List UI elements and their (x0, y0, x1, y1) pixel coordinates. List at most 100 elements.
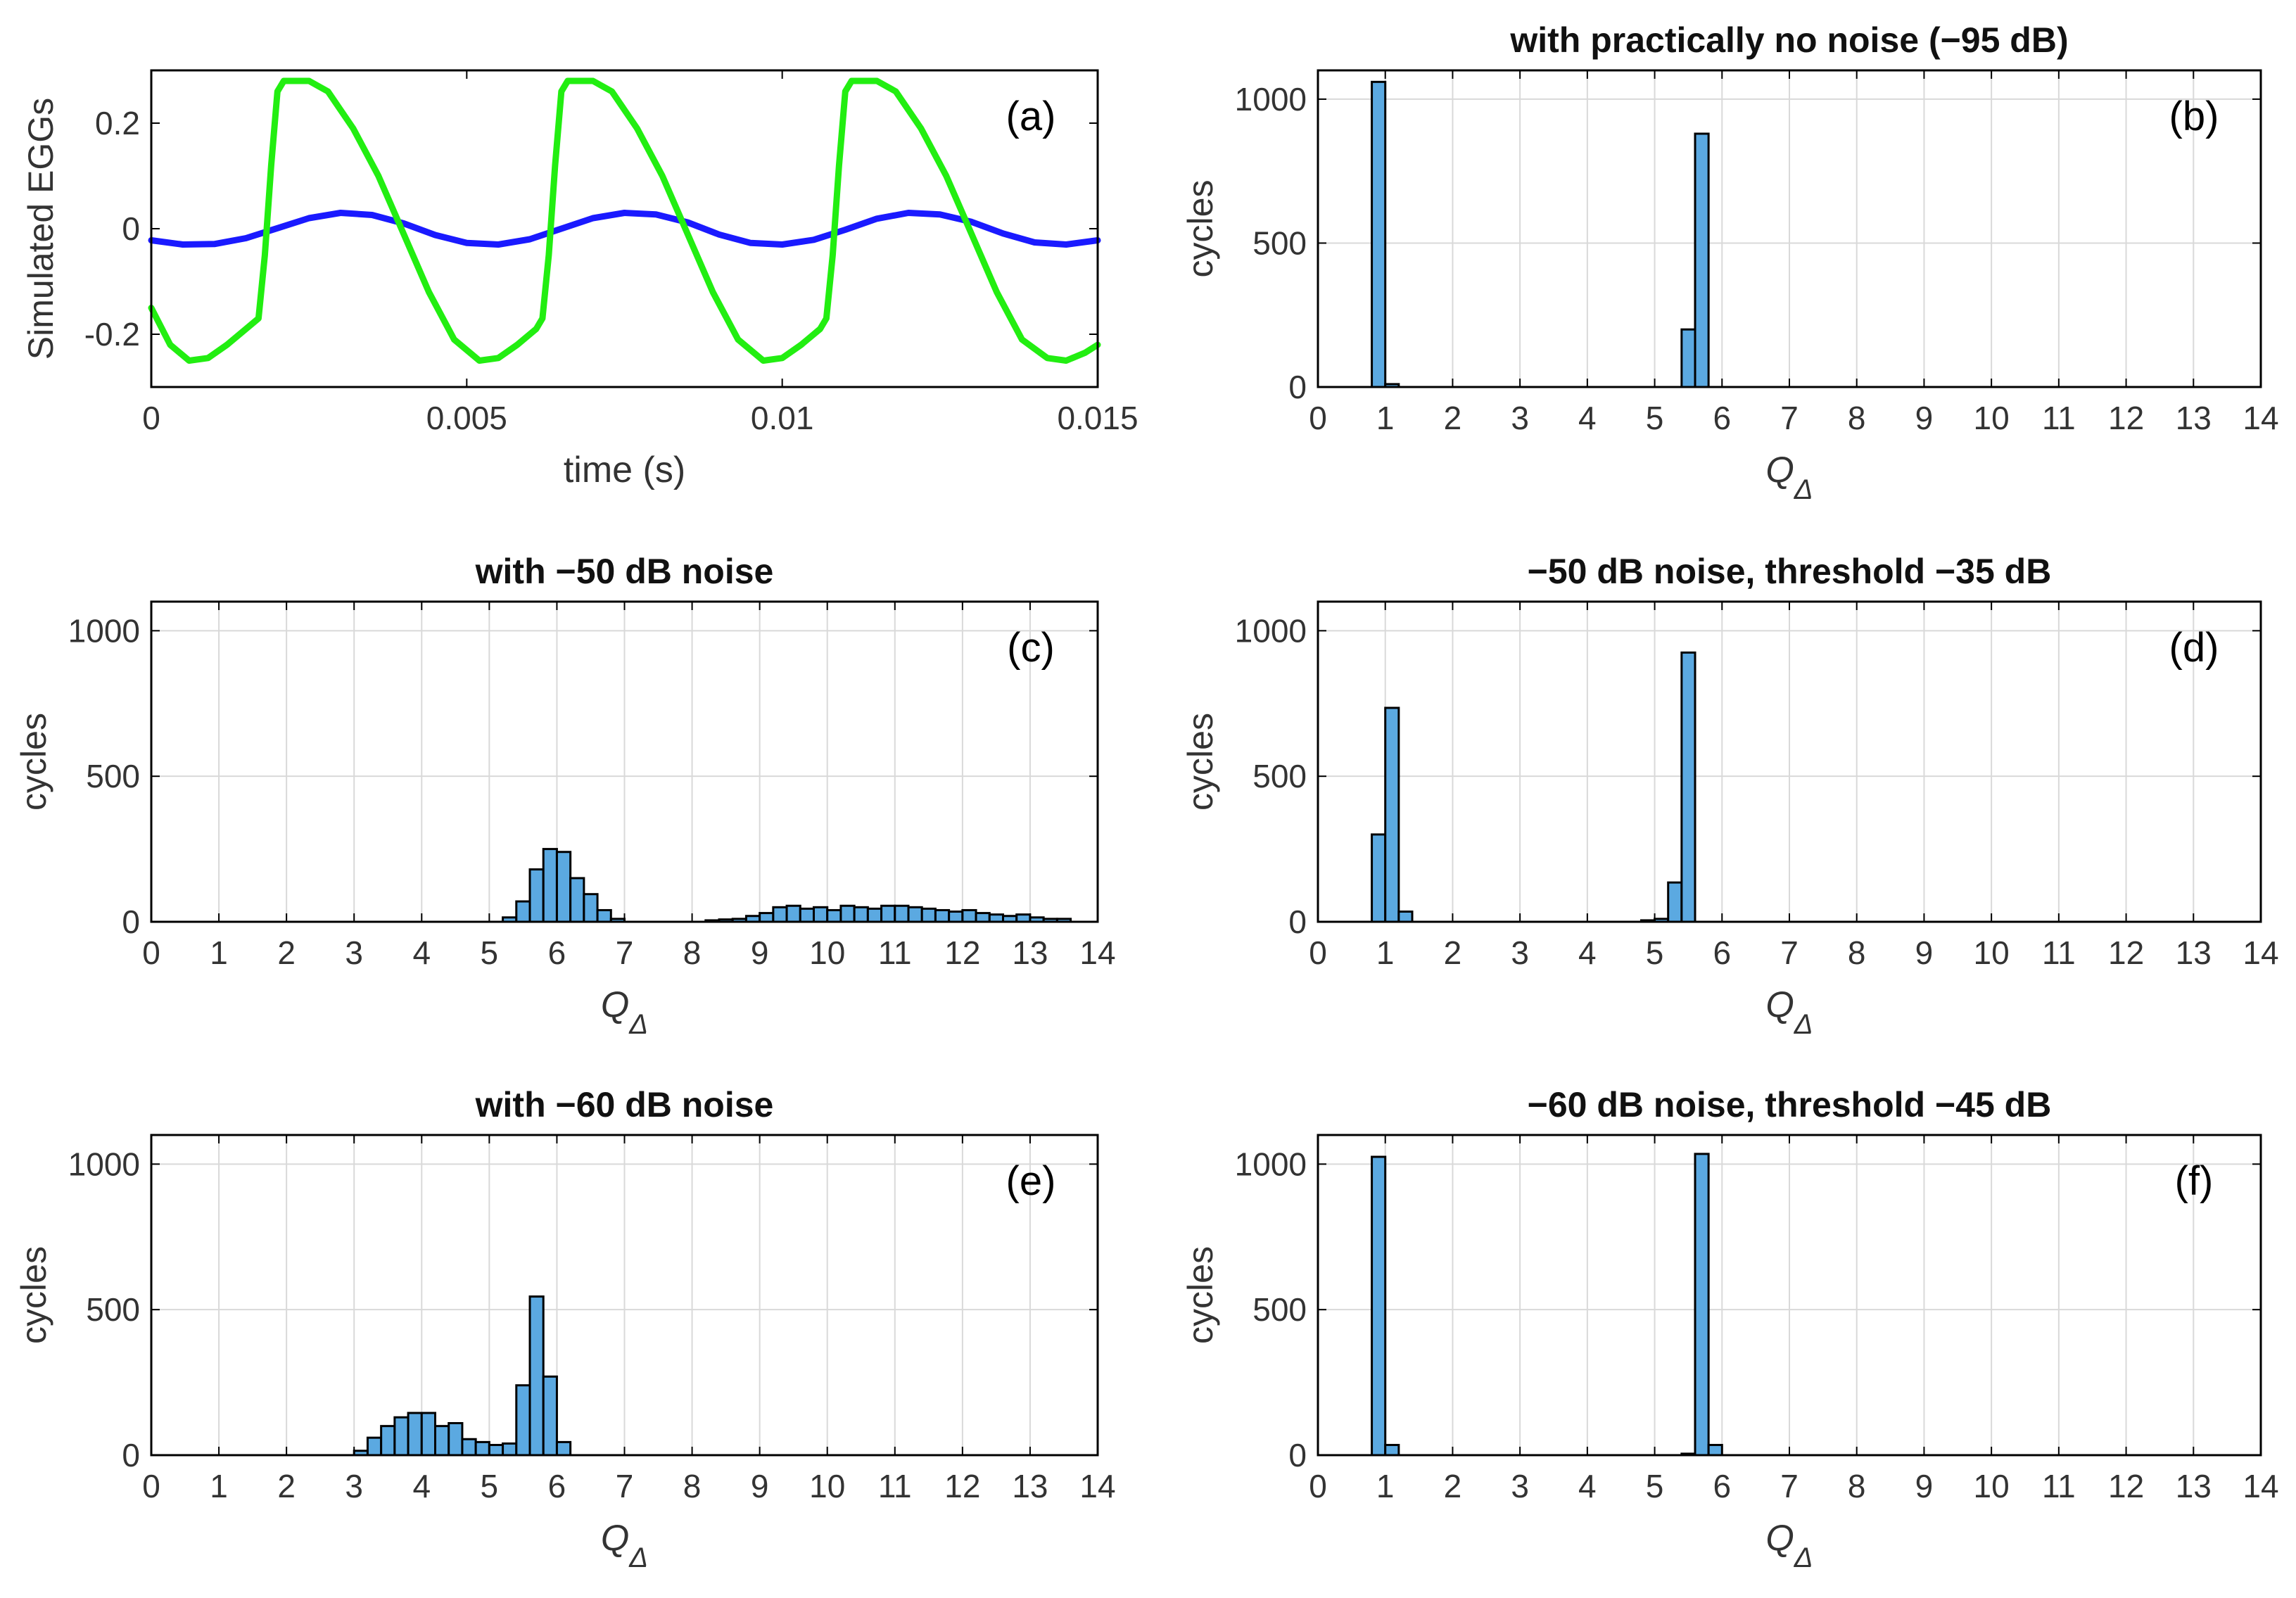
x-tick-label: 3 (345, 934, 363, 971)
x-tick-label: 6 (548, 934, 566, 971)
chart-title: with −60 dB noise (475, 1085, 774, 1124)
x-tick-label: 3 (345, 1468, 363, 1504)
histogram-bar (393, 1416, 410, 1457)
x-tick-label: 8 (1848, 400, 1866, 436)
x-tick-label: 12 (944, 934, 980, 971)
histogram-bar (934, 908, 951, 923)
x-tick-label: 12 (2108, 934, 2144, 971)
x-tick-label: 1 (1376, 934, 1395, 971)
x-tick-label: 13 (2176, 400, 2212, 436)
x-tick-label: 4 (412, 1468, 431, 1504)
y-axis-label: cycles (1181, 713, 1220, 811)
histogram-bar (799, 907, 816, 923)
histogram-bar (1397, 911, 1414, 923)
x-axis-label: QΔ (1765, 984, 1813, 1040)
histogram-bar (866, 907, 883, 923)
y-tick-label: 1000 (68, 1146, 140, 1182)
x-tick-label: 7 (1780, 1468, 1799, 1504)
x-tick-label: 5 (1646, 400, 1664, 436)
y-tick-label: 0 (1288, 903, 1307, 940)
y-tick-label: -0.2 (84, 316, 140, 353)
x-axis-label: time (s) (564, 450, 685, 490)
chart-title: with −50 dB noise (475, 552, 774, 591)
x-tick-label: 9 (751, 1468, 769, 1504)
histogram-bar (1667, 881, 1683, 923)
x-tick-label: 8 (683, 1468, 702, 1504)
histogram-bar (1371, 80, 1387, 388)
y-axis-label: cycles (1181, 180, 1220, 278)
histogram-bar (1384, 1444, 1400, 1457)
histogram-bar (920, 907, 937, 923)
x-tick-label: 3 (1511, 400, 1529, 436)
histogram-bar (528, 1295, 545, 1457)
histogram-bar (1694, 132, 1710, 388)
x-tick-label: 0.01 (751, 400, 814, 436)
x-tick-label: 5 (481, 1468, 499, 1504)
panel-label: (a) (1006, 94, 1056, 139)
histogram-bar (434, 1425, 450, 1457)
x-tick-label: 5 (481, 934, 499, 971)
histogram-bar (555, 1440, 572, 1457)
histogram-bar (894, 904, 910, 923)
x-tick-label: 8 (683, 934, 702, 971)
y-tick-label: 500 (86, 1291, 140, 1328)
histogram-bar (785, 904, 801, 923)
histogram-bar (1384, 706, 1400, 923)
histogram-bar (975, 912, 991, 923)
x-tick-label: 6 (548, 1468, 566, 1504)
x-tick-label: 14 (1079, 934, 1115, 971)
x-tick-label: 12 (2108, 400, 2144, 436)
x-axis-label: QΔ (1765, 1518, 1813, 1573)
x-tick-label: 3 (1511, 1468, 1529, 1504)
y-tick-label: 0 (122, 1437, 140, 1473)
x-tick-label: 0.015 (1057, 400, 1138, 436)
histogram-bar (596, 908, 612, 923)
y-tick-label: 0 (1288, 1437, 1307, 1473)
x-tick-label: 9 (1915, 934, 1934, 971)
x-tick-label: 0 (1309, 1468, 1327, 1504)
x-tick-label: 10 (1974, 934, 2010, 971)
panel-a: 0 0.005 0.01 0.015 0.2 0 -0.2 (a) time (s) Simula… (21, 69, 1139, 490)
x-tick-label: 13 (1012, 1468, 1048, 1504)
x-tick-label: 4 (1578, 1468, 1597, 1504)
histogram-bar (759, 912, 775, 923)
y-tick-label: 500 (1252, 224, 1307, 261)
histogram-bar (528, 868, 545, 923)
histogram-bar (1371, 833, 1387, 923)
x-tick-label: 7 (616, 934, 634, 971)
y-tick-label: 1000 (1235, 1146, 1307, 1182)
panel-label: (e) (1006, 1158, 1056, 1204)
histogram-bar (948, 911, 964, 923)
chart-title: −60 dB noise, threshold −45 dB (1528, 1085, 2052, 1124)
x-tick-label: 11 (2042, 934, 2076, 971)
x-tick-label: 10 (1974, 400, 2010, 436)
panel-label: (c) (1007, 625, 1055, 671)
x-tick-label: 14 (2243, 934, 2278, 971)
x-tick-label: 1 (1376, 1468, 1395, 1504)
y-axis-label: cycles (14, 713, 53, 811)
y-tick-label: 1000 (1235, 612, 1307, 649)
x-tick-label: 7 (1780, 400, 1799, 436)
histogram-bar (461, 1438, 477, 1457)
histogram-bar (420, 1412, 436, 1457)
histogram-bar (542, 1375, 558, 1457)
x-tick-label: 4 (1578, 400, 1597, 436)
x-tick-label: 2 (277, 934, 296, 971)
x-tick-label: 0 (142, 1468, 160, 1504)
histogram-bar (583, 893, 599, 923)
y-tick-label: 0 (122, 903, 140, 940)
panel-label: (d) (2169, 625, 2219, 671)
histogram-bar (853, 906, 869, 923)
x-tick-label: 13 (2176, 1468, 2212, 1504)
x-axis-label: QΔ (601, 984, 648, 1040)
histogram-bar (474, 1440, 490, 1457)
histogram-bar (1707, 1444, 1723, 1457)
x-tick-label: 7 (1780, 934, 1799, 971)
x-tick-label: 2 (1444, 1468, 1462, 1504)
x-tick-label: 10 (1974, 1468, 2010, 1504)
chart-title: −50 dB noise, threshold −35 dB (1528, 552, 2052, 591)
